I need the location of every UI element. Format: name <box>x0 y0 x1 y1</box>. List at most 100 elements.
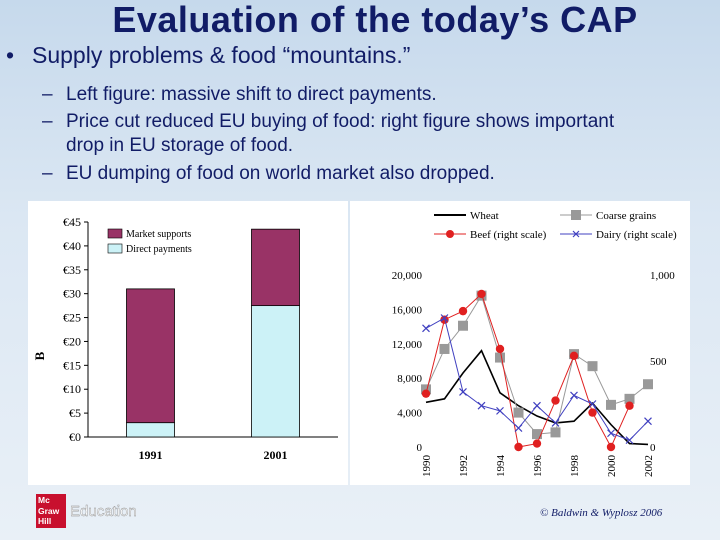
logo-line: Mc <box>38 495 50 505</box>
data-point-x <box>477 401 486 410</box>
y-left-tick-label: 12,000 <box>392 339 423 351</box>
line-chart: 0 4,000 8,000 12,000 16,000 20,000 0 500 1,000 19… <box>392 210 677 478</box>
subbullet-text: Price cut reduced EU buying of food: rig… <box>66 111 615 132</box>
bullet-item: • Supply problems & food “mountains.” <box>6 42 410 69</box>
data-point-x <box>514 424 523 433</box>
y-tick-label: €40 <box>63 239 81 253</box>
x-tick-label: 2001 <box>264 448 288 462</box>
subbullet-item: – Price cut reduced EU buying of food: ri… <box>42 110 614 158</box>
x-tick-label: 1990 <box>421 455 433 478</box>
publisher-logo-mark: Mc Graw Hill <box>36 494 66 528</box>
bullet-text: Supply problems & food “mountains.” <box>32 42 411 68</box>
subbullet-marker: – <box>42 163 53 184</box>
data-point-square <box>606 399 616 410</box>
data-point-square <box>624 393 635 404</box>
data-point-x <box>607 429 615 438</box>
bullet-marker: • <box>6 42 15 68</box>
legend-marker <box>572 230 580 238</box>
y-left-tick-label: 4,000 <box>397 408 422 420</box>
x-tick-label: 1996 <box>532 455 544 478</box>
stacked-bar-chart: €0 €5 €10 €15 €20 €25 €30 €35 €40 €45 B 1991 2001 Mar… <box>32 215 338 462</box>
series-line <box>425 317 649 441</box>
copyright-notice: © Baldwin & Wyplosz 2006 <box>540 507 663 519</box>
y-tick-label: €35 <box>63 263 81 277</box>
bar-segment <box>126 288 175 424</box>
legend-label: Coarse grains <box>596 210 656 222</box>
data-point-x <box>588 400 597 408</box>
data-point-x <box>625 436 634 445</box>
y-left-tick-label: 8,000 <box>397 373 422 385</box>
data-point-square <box>421 384 431 395</box>
data-point-circle <box>458 306 468 316</box>
data-point-circle <box>588 408 597 417</box>
y-right-tick-label: 1,000 <box>650 270 675 282</box>
y-left-tick-label: 16,000 <box>392 304 423 316</box>
y-right-tick-label: 0 <box>650 442 656 454</box>
data-point-circle <box>495 344 505 354</box>
cap-spending-chart: €0 €5 €10 €15 €20 €25 €30 €35 €40 €45 B 1991 2001 Mar… <box>28 201 348 485</box>
data-point-square <box>587 361 598 372</box>
logo-line: Graw <box>38 505 60 516</box>
data-point-x <box>570 391 578 400</box>
legend-label: Direct payments <box>126 244 192 255</box>
x-tick-label: 1998 <box>569 455 581 478</box>
bar-segment <box>126 422 175 438</box>
y-tick-label: €25 <box>63 311 81 325</box>
subbullet-text-continued: drop in EU storage of food. <box>66 135 294 156</box>
y-tick-label: €45 <box>63 215 81 229</box>
data-point-square <box>513 407 524 418</box>
data-point-x <box>644 417 652 426</box>
data-point-x <box>440 314 449 322</box>
legend-label: Market supports <box>126 229 191 240</box>
subbullet-item: – Left figure: massive shift to direct pa… <box>42 83 437 107</box>
legend-label: Beef (right scale) <box>470 229 547 241</box>
data-point-circle <box>569 351 579 361</box>
y-left-tick-label: 0 <box>417 442 423 454</box>
data-point-circle <box>551 396 560 405</box>
publisher-logo: Mc Graw Hill Education <box>36 494 137 528</box>
y-right-tick-label: 500 <box>650 356 667 368</box>
data-point-circle <box>532 439 542 448</box>
data-point-x <box>551 418 560 427</box>
data-point-circle <box>606 442 616 452</box>
y-tick-label: €10 <box>63 382 81 396</box>
series-line <box>425 349 649 446</box>
y-tick-label: €15 <box>63 358 81 372</box>
legend-marker <box>571 210 581 220</box>
x-tick-label: 2002 <box>643 455 655 477</box>
subbullet-item: – EU dumping of food on world market also… <box>42 162 495 186</box>
legend-label: Dairy (right scale) <box>596 229 677 241</box>
y-axis-label: B <box>32 351 47 360</box>
legend-swatch <box>107 228 123 239</box>
series-line <box>425 294 649 435</box>
data-point-square <box>532 429 542 440</box>
subbullet-text: EU dumping of food on world market also … <box>66 163 495 184</box>
subbullet-marker: – <box>42 111 53 132</box>
subbullet-text: Left figure: massive shift to direct pay… <box>66 84 437 105</box>
data-point-square <box>439 343 450 354</box>
y-tick-label: €0 <box>69 430 81 444</box>
data-point-square <box>458 320 468 331</box>
logo-line: Hill <box>38 516 52 526</box>
y-tick-label: €5 <box>69 406 81 420</box>
legend-marker <box>446 230 454 238</box>
bar-segment <box>251 228 300 307</box>
bar-segment <box>251 305 300 438</box>
y-left-tick-label: 20,000 <box>392 270 423 282</box>
y-tick-label: €20 <box>63 334 81 348</box>
data-point-x <box>422 324 430 333</box>
data-point-x <box>496 406 504 415</box>
data-point-x <box>459 388 467 396</box>
data-point-square <box>643 379 653 390</box>
x-tick-label: 1991 <box>139 448 163 462</box>
data-point-x <box>533 401 541 410</box>
subbullet-marker: – <box>42 84 53 105</box>
data-point-circle <box>625 401 634 410</box>
publisher-logo-text: Education <box>70 502 137 520</box>
data-point-circle <box>421 389 431 398</box>
x-tick-label: 1994 <box>495 455 507 478</box>
slide-title: Evaluation of the today’s CAP <box>112 0 638 40</box>
y-tick-label: €30 <box>63 287 81 301</box>
data-point-circle <box>514 442 523 452</box>
data-point-square <box>550 427 561 438</box>
